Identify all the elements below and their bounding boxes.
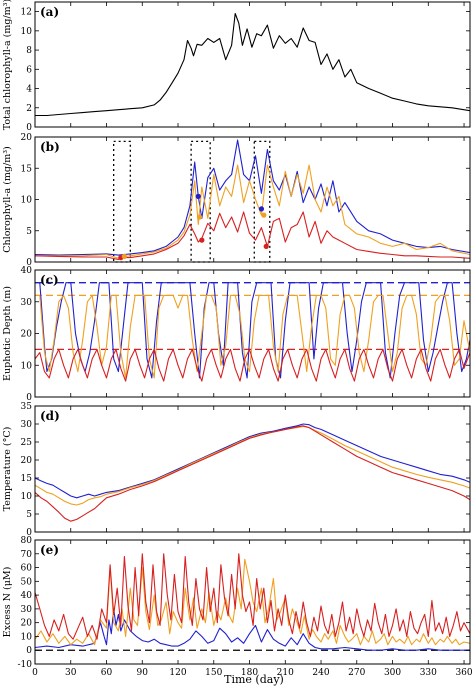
x-tick-label: 360 (455, 668, 472, 678)
data-marker (121, 253, 127, 259)
panel-a: 0 2 4 6 8 10 12 (a) Total chlorophyll-a (mg/m³) (2, 0, 471, 133)
y-tick-label: 10 (21, 492, 33, 502)
plot-frame (34, 539, 471, 665)
x-tick-label: 30 (65, 668, 77, 678)
series-group (35, 282, 470, 382)
y-tick-label: 5 (26, 227, 32, 237)
y-tick-label: 0 (26, 123, 32, 133)
data-marker (196, 214, 203, 220)
y-tick-label: 20 (21, 456, 33, 466)
data-marker (261, 212, 267, 218)
data-marker (195, 193, 201, 199)
y-tick-label: 20 (21, 619, 33, 629)
y-tick-label: 10 (21, 27, 33, 37)
series-line (35, 211, 470, 261)
series-line (35, 348, 470, 382)
y-axis-label: Excess N (μM) (2, 567, 13, 638)
highlight-box (113, 140, 131, 263)
x-tick-label: 60 (101, 668, 113, 678)
x-tick-label: 270 (348, 668, 365, 678)
y-tick-label: 10 (21, 632, 33, 642)
series-line (35, 294, 470, 379)
x-tick-label: 180 (241, 668, 258, 678)
series-line (35, 553, 470, 640)
y-tick-label: 50 (21, 577, 33, 587)
y-tick-label: 0 (26, 528, 32, 538)
y-tick-label: 0 (26, 393, 32, 403)
y-tick-label: 35 (21, 402, 33, 412)
x-tick-label: 0 (32, 668, 38, 678)
y-tick-label: 20 (21, 330, 33, 340)
y-tick-label: 60 (21, 564, 33, 574)
x-tick-label: 90 (137, 668, 149, 678)
y-tick-label: 30 (21, 420, 33, 430)
y-tick-label: 6 (26, 65, 32, 75)
y-axis-label: Total chlorophyll-a (mg/m³) (2, 0, 13, 130)
series-line (35, 558, 470, 646)
y-tick-label: 15 (21, 474, 33, 484)
series-line (35, 139, 470, 256)
y-tick-label: 5 (26, 510, 32, 520)
y-tick-label: 40 (21, 591, 33, 601)
x-tick-label: 240 (312, 668, 329, 678)
series-group (35, 553, 470, 651)
x-tick-label: 120 (169, 668, 186, 678)
data-marker (258, 206, 265, 212)
y-tick-label: 30 (21, 298, 33, 308)
y-tick-label: 20 (21, 133, 33, 143)
y-tick-label: 15 (21, 164, 33, 174)
y-axis-label: Temperature (°C) (2, 427, 13, 512)
panel-c: 0 10 20 30 40 (c) Euphotic Depth (m) (2, 266, 471, 403)
data-marker (199, 237, 205, 243)
y-axis-label: Euphotic Depth (m) (2, 286, 13, 381)
series-line (35, 164, 470, 259)
series-group (35, 139, 470, 261)
plot-frame (34, 269, 471, 398)
series-line (35, 425, 470, 506)
y-tick-label: 12 (21, 8, 32, 18)
y-tick-label: 4 (26, 85, 32, 95)
panel-label: (d) (40, 409, 60, 423)
y-tick-label: 0 (26, 646, 32, 656)
y-tick-label: 8 (26, 46, 32, 56)
series-group (35, 12, 470, 117)
panel-label: (e) (40, 543, 59, 557)
y-tick-label: 10 (21, 196, 33, 206)
x-tick-label: 330 (420, 668, 437, 678)
x-axis-label: Time (day) (224, 673, 284, 686)
series-line (35, 282, 470, 379)
series-line (35, 12, 470, 117)
panel-label: (a) (40, 5, 59, 19)
y-tick-label: 70 (21, 550, 33, 560)
y-tick-label: 25 (21, 438, 33, 448)
x-tick-label: 150 (205, 668, 222, 678)
data-marker (263, 243, 269, 249)
y-tick-label: 2 (26, 104, 32, 114)
y-tick-label: 10 (21, 361, 33, 371)
panel-e: 0 30 60 90 120 150 180 210 240 270 300 330 360-10010… (2, 536, 473, 678)
series-line (35, 423, 470, 499)
y-tick-label: 40 (21, 266, 33, 276)
y-tick-label: -10 (18, 660, 33, 670)
panel-b: 0 5 10 15 20 (b) Chlorophyll-a (mg/m³) (2, 133, 471, 268)
y-tick-label: 0 (26, 258, 32, 268)
series-group (35, 423, 470, 522)
highlight-box (253, 140, 271, 263)
series-line (35, 425, 470, 522)
x-tick-label: 300 (384, 668, 401, 678)
panel-d: 0 5 10 15 20 25 30 35 (d) Temperature (°C) (2, 402, 471, 538)
y-tick-label: 30 (21, 605, 33, 615)
panel-label: (b) (40, 140, 60, 154)
plot-frame (34, 405, 471, 533)
plot-frame (34, 1, 471, 128)
panel-label: (c) (40, 273, 59, 287)
x-tick-label: 210 (277, 668, 294, 678)
y-tick-label: 80 (21, 536, 33, 546)
series-line (35, 608, 470, 651)
y-axis-label: Chlorophyll-a (mg/m³) (2, 146, 13, 252)
